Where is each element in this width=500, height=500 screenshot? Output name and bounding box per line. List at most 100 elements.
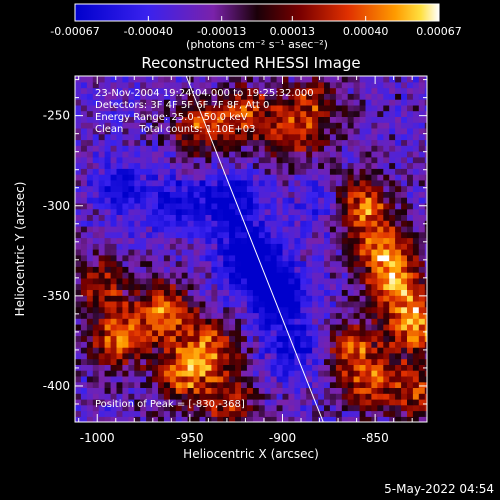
- heatmap-cell: [80, 133, 88, 141]
- heatmap-cell: [276, 306, 284, 314]
- heatmap-cell: [92, 110, 100, 117]
- heatmap-cell: [211, 110, 218, 117]
- heatmap-cell: [241, 174, 248, 181]
- heatmap-cell: [288, 335, 295, 342]
- heatmap-cell: [146, 116, 153, 123]
- heatmap-cell: [134, 352, 141, 360]
- heatmap-cell: [86, 347, 94, 354]
- heatmap-cell: [110, 104, 118, 112]
- heatmap-cell: [395, 404, 402, 412]
- heatmap-cell: [163, 300, 171, 308]
- heatmap-cell: [128, 133, 135, 141]
- heatmap-cell: [110, 122, 118, 129]
- heatmap-cell: [163, 185, 171, 192]
- heatmap-cell: [418, 249, 426, 256]
- heatmap-cell: [223, 352, 230, 360]
- heatmap-cell: [395, 191, 402, 198]
- heatmap-cell: [341, 295, 349, 302]
- heatmap-cell: [86, 116, 94, 123]
- heatmap-cell: [175, 179, 183, 187]
- heatmap-cell: [365, 220, 372, 227]
- heatmap-cell: [401, 341, 408, 348]
- heatmap-cell: [229, 156, 236, 164]
- heatmap-cell: [217, 162, 224, 169]
- heatmap-cell: [241, 335, 248, 342]
- heatmap-cell: [383, 393, 390, 400]
- heatmap-cell: [193, 122, 201, 129]
- heatmap-cell: [383, 324, 390, 331]
- heatmap-cell: [217, 341, 224, 348]
- heatmap-cell: [175, 387, 183, 394]
- heatmap-cell: [252, 398, 260, 406]
- heatmap-cell: [407, 329, 414, 337]
- heatmap-cell: [371, 318, 378, 325]
- heatmap-cell: [104, 375, 112, 383]
- heatmap-cell: [175, 283, 183, 290]
- heatmap-cell: [335, 375, 343, 383]
- heatmap-cell: [347, 272, 355, 279]
- heatmap-cell: [158, 329, 165, 337]
- heatmap-cell: [258, 104, 266, 112]
- heatmap-cell: [424, 398, 427, 406]
- heatmap-cell: [383, 266, 390, 273]
- heatmap-cell: [335, 404, 343, 412]
- heatmap-cell: [229, 225, 236, 233]
- heatmap-cell: [211, 335, 218, 342]
- heatmap-cell: [152, 335, 159, 342]
- heatmap-cell: [152, 260, 159, 267]
- heatmap-cell: [300, 197, 307, 204]
- heatmap-cell: [229, 410, 236, 417]
- heatmap-cell: [152, 87, 159, 94]
- heatmap-cell: [98, 329, 106, 337]
- heatmap-cell: [324, 185, 331, 192]
- heatmap-cell: [181, 110, 189, 117]
- heatmap-cell: [288, 76, 295, 83]
- heatmap-cell: [258, 197, 266, 204]
- heatmap-cell: [199, 393, 206, 400]
- heatmap-cell: [128, 237, 135, 244]
- heatmap-cell: [158, 410, 165, 417]
- heatmap-cell: [347, 289, 355, 296]
- heatmap-cell: [264, 266, 272, 273]
- heatmap-cell: [252, 202, 260, 210]
- heatmap-cell: [205, 179, 212, 187]
- heatmap-cell: [418, 266, 426, 273]
- heatmap-cell: [140, 283, 147, 290]
- heatmap-cell: [395, 116, 402, 123]
- heatmap-cell: [371, 335, 378, 342]
- heatmap-cell: [300, 289, 307, 296]
- y-tick-label: -300: [43, 199, 70, 213]
- heatmap-cell: [128, 404, 135, 412]
- heatmap-cell: [110, 197, 118, 204]
- x-tick-label: -950: [176, 431, 203, 445]
- heatmap-cell: [383, 122, 390, 129]
- heatmap-cell: [401, 416, 408, 422]
- heatmap-cell: [312, 341, 319, 348]
- heatmap-cell: [211, 214, 218, 221]
- heatmap-cell: [312, 208, 319, 215]
- heatmap-cell: [193, 116, 201, 123]
- heatmap-cell: [75, 99, 82, 106]
- heatmap-cell: [424, 162, 427, 169]
- heatmap-cell: [418, 243, 426, 250]
- heatmap-cell: [407, 127, 414, 135]
- heatmap-cell: [377, 76, 384, 83]
- heatmap-cell: [223, 93, 230, 100]
- heatmap-cell: [246, 260, 254, 267]
- heatmap-cell: [140, 318, 147, 325]
- heatmap-cell: [389, 76, 396, 83]
- heatmap-cell: [146, 174, 153, 181]
- heatmap-cell: [347, 260, 355, 267]
- heatmap-cell: [187, 295, 195, 302]
- heatmap-cell: [75, 191, 82, 198]
- heatmap-cell: [241, 76, 248, 83]
- heatmap-cell: [418, 358, 426, 365]
- heatmap-cell: [187, 416, 195, 422]
- heatmap-cell: [270, 162, 278, 169]
- heatmap-cell: [389, 231, 396, 239]
- heatmap-cell: [383, 283, 390, 290]
- heatmap-cell: [401, 208, 408, 215]
- heatmap-cell: [158, 375, 165, 383]
- heatmap-cell: [383, 99, 390, 106]
- heatmap-cell: [86, 93, 94, 100]
